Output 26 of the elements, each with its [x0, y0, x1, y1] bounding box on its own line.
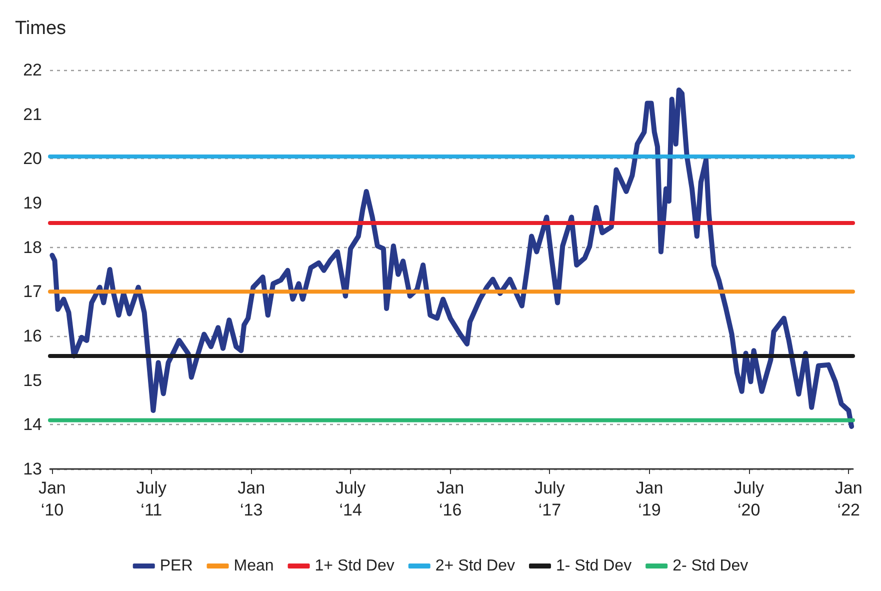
y-tick-label: 13: [23, 460, 42, 478]
y-tick-label: 19: [23, 194, 42, 212]
x-tick-label: Jan ‘22: [834, 478, 862, 520]
y-tick-label: 15: [23, 370, 42, 390]
legend-label: 1+ Std Dev: [314, 558, 394, 574]
x-tick-label: July ‘11: [136, 478, 168, 520]
legend-label: Mean: [234, 558, 274, 574]
legend-label: 2+ Std Dev: [435, 558, 515, 574]
legend-label: 1- Std Dev: [556, 558, 632, 574]
y-axis-title: Times: [15, 18, 66, 39]
y-tick-label: 16: [23, 326, 42, 346]
x-tick-label: July ‘20: [734, 478, 764, 520]
x-tick-label: Jan ‘13: [238, 478, 266, 520]
y-tick-label: 20: [23, 149, 42, 168]
legend-label: PER: [160, 558, 193, 574]
y-tick-label: 14: [23, 415, 42, 434]
y-tick-label: 22: [23, 60, 42, 80]
y-tick-label: 17: [23, 282, 42, 302]
x-tick-label: July ‘17: [534, 478, 566, 520]
y-tick-label: 21: [23, 104, 42, 124]
y-tick-label: 18: [23, 238, 42, 257]
legend-label: 2- Std Dev: [672, 558, 748, 574]
x-tick-label: Jan ‘10: [38, 478, 66, 520]
x-tick-label: July ‘14: [335, 478, 366, 520]
x-tick-label: Jan ‘19: [636, 478, 664, 520]
x-tick-label: Jan ‘16: [436, 478, 464, 520]
